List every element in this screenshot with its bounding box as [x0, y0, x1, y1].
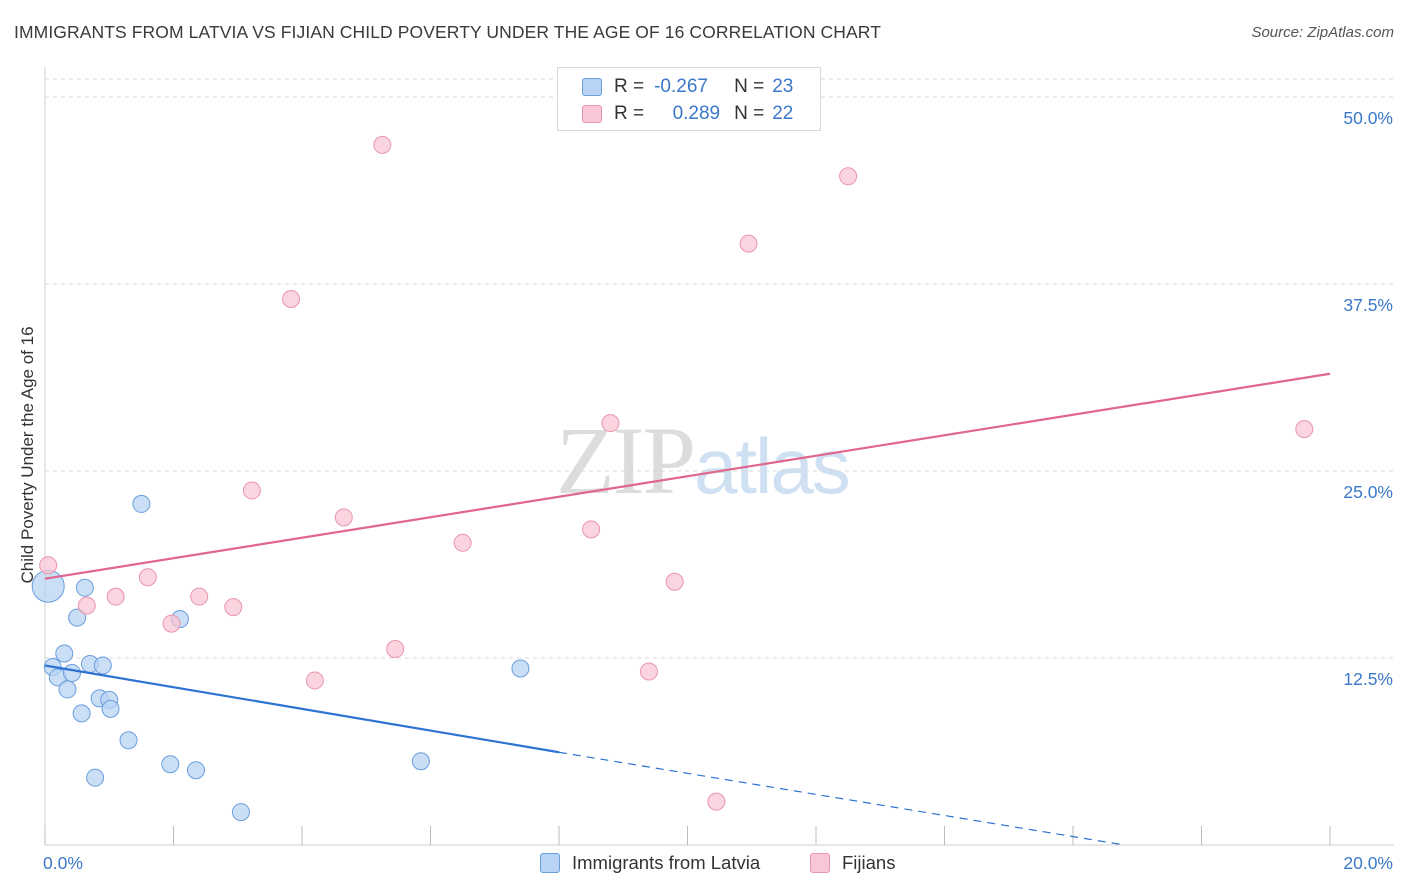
- fijian-trend-line: [44, 372, 1331, 580]
- latvia-point: [58, 680, 77, 699]
- fijian-point: [665, 572, 684, 591]
- legend-r-value-latvia: -0.267: [654, 76, 708, 97]
- fijian-point: [190, 587, 209, 606]
- watermark: ZIPatlas: [556, 405, 851, 516]
- latvia-trend-line: [44, 664, 560, 754]
- legend-r-value-fijians: 0.289: [672, 103, 721, 124]
- legend-row-fijians: R = 0.289 N = 22: [582, 101, 793, 127]
- legend-label-fijians: Fijians: [842, 852, 896, 873]
- legend-r-label: R =: [614, 103, 645, 124]
- latvia-point: [231, 803, 250, 822]
- latvia-point: [86, 768, 105, 787]
- legend-swatch-fijians: [582, 105, 602, 123]
- y-tick-label: 37.5%: [1343, 295, 1393, 315]
- latvia-point: [55, 644, 74, 663]
- fijian-point: [334, 508, 353, 527]
- fijian-point: [707, 792, 726, 811]
- fijian-point: [639, 662, 658, 681]
- legend-swatch-latvia: [582, 78, 602, 96]
- legend-r-label: R =: [614, 76, 645, 97]
- y-tick-label: 25.0%: [1343, 482, 1393, 502]
- fijian-point: [162, 614, 181, 633]
- fijian-point: [1295, 420, 1314, 439]
- legend-row-latvia: R = -0.267 N = 23: [582, 74, 793, 100]
- legend-n-value-latvia: 23: [772, 76, 794, 97]
- fijian-point: [106, 587, 125, 606]
- legend-n-label: N =: [734, 103, 765, 124]
- latvia-point: [161, 755, 180, 774]
- source-label: Source: ZipAtlas.com: [1251, 24, 1394, 41]
- stats-legend: R = -0.267 N = 23 R = 0.289 N = 22: [557, 67, 821, 131]
- latvia-point: [68, 608, 87, 627]
- latvia-point: [132, 494, 151, 513]
- latvia-point: [119, 731, 138, 750]
- series-legend: Immigrants from Latvia Fijians: [0, 852, 1406, 878]
- legend-item-latvia[interactable]: Immigrants from Latvia: [540, 852, 760, 874]
- fijian-point: [305, 671, 324, 690]
- legend-item-fijians[interactable]: Fijians: [810, 852, 895, 874]
- fijian-point: [138, 568, 157, 587]
- latvia-point: [411, 752, 430, 771]
- legend-n-value-fijians: 22: [772, 103, 794, 124]
- y-axis-label: Child Poverty Under the Age of 16: [18, 326, 37, 584]
- latvia-point: [93, 656, 112, 675]
- x-tick-label-max: 20.0%: [1343, 853, 1393, 873]
- legend-label-latvia: Immigrants from Latvia: [572, 852, 761, 873]
- latvia-point: [511, 659, 530, 678]
- fijian-point: [739, 234, 758, 253]
- fijian-point: [224, 598, 243, 617]
- legend-swatch-fijians: [810, 853, 830, 873]
- y-tick-label: 50.0%: [1343, 108, 1393, 128]
- fijian-point: [282, 289, 301, 308]
- latvia-point: [62, 663, 81, 682]
- y-tick-label: 12.5%: [1343, 669, 1393, 689]
- fijian-point: [453, 533, 472, 552]
- latvia-point: [186, 761, 205, 780]
- latvia-point: [101, 699, 120, 718]
- fijian-point: [601, 414, 620, 433]
- x-tick-label-min: 0.0%: [43, 853, 83, 873]
- latvia-trend-line-extrapolated: [558, 751, 1125, 846]
- fijian-point: [386, 640, 405, 659]
- watermark-atlas: atlas: [694, 422, 851, 510]
- latvia-point: [72, 704, 91, 723]
- fijian-point: [582, 520, 601, 539]
- chart-title: IMMIGRANTS FROM LATVIA VS FIJIAN CHILD P…: [14, 22, 882, 42]
- fijian-point: [77, 596, 96, 615]
- legend-swatch-latvia: [540, 853, 560, 873]
- latvia-point: [75, 578, 94, 597]
- legend-n-label: N =: [734, 76, 765, 97]
- watermark-zip: ZIP: [556, 407, 696, 514]
- fijian-point: [242, 481, 261, 500]
- fijian-point: [839, 167, 858, 186]
- fijian-point: [39, 556, 58, 575]
- fijian-point: [373, 135, 392, 154]
